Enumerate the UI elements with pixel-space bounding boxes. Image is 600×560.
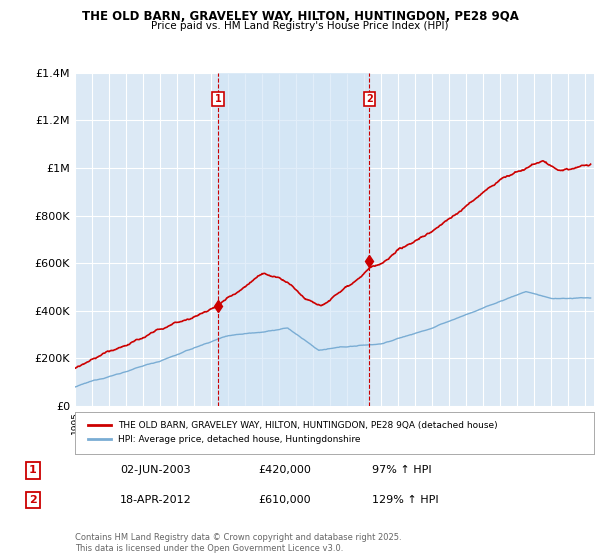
Text: 02-JUN-2003: 02-JUN-2003 [120,465,191,475]
Text: Contains HM Land Registry data © Crown copyright and database right 2025.
This d: Contains HM Land Registry data © Crown c… [75,533,401,553]
Text: 1: 1 [29,465,37,475]
Text: THE OLD BARN, GRAVELEY WAY, HILTON, HUNTINGDON, PE28 9QA: THE OLD BARN, GRAVELEY WAY, HILTON, HUNT… [82,10,518,22]
Text: 129% ↑ HPI: 129% ↑ HPI [372,495,439,505]
Text: £610,000: £610,000 [258,495,311,505]
Legend: THE OLD BARN, GRAVELEY WAY, HILTON, HUNTINGDON, PE28 9QA (detached house), HPI: : THE OLD BARN, GRAVELEY WAY, HILTON, HUNT… [85,418,502,447]
Bar [218,73,370,406]
Text: 2: 2 [29,495,37,505]
Text: £420,000: £420,000 [258,465,311,475]
Text: 2: 2 [366,94,373,104]
Text: 97% ↑ HPI: 97% ↑ HPI [372,465,431,475]
Text: 18-APR-2012: 18-APR-2012 [120,495,192,505]
Text: Price paid vs. HM Land Registry's House Price Index (HPI): Price paid vs. HM Land Registry's House … [151,21,449,31]
Text: 1: 1 [215,94,221,104]
